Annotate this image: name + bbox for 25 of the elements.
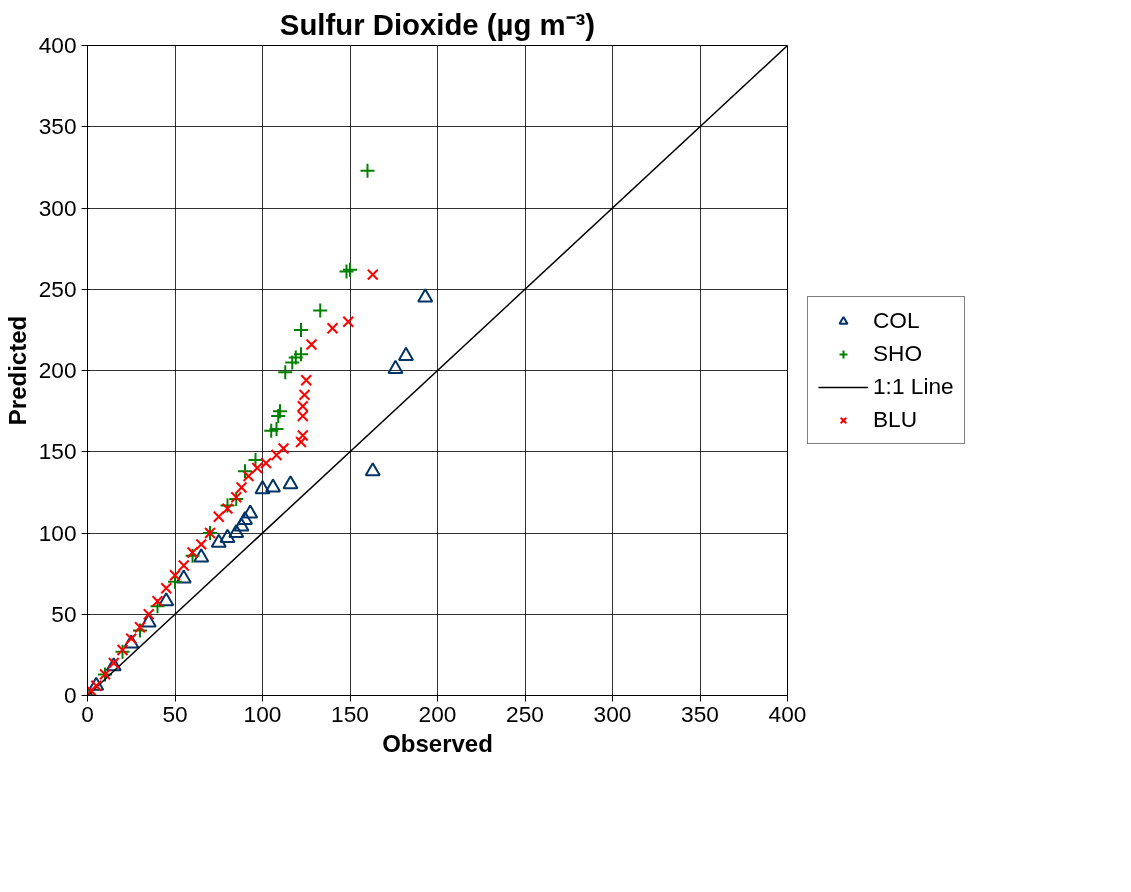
x-tick-label: 200	[418, 700, 457, 727]
legend-label: SHO	[873, 340, 923, 367]
x-tick-label: 300	[593, 700, 632, 727]
x-tick-label: 100	[243, 700, 282, 727]
legend-label: 1:1 Line	[873, 373, 954, 400]
x-tick-label: 0	[81, 700, 94, 727]
legend-label: BLU	[873, 406, 918, 433]
y-tick-label: 150	[38, 438, 77, 465]
y-tick-label: 350	[38, 113, 77, 140]
y-tick-label: 200	[38, 357, 77, 383]
chart-title: Sulfur Dioxide (µg m⁻³)	[279, 7, 596, 41]
y-tick-label: 400	[38, 32, 77, 58]
y-tick-label: 300	[38, 194, 77, 221]
x-tick-label: 350	[681, 700, 719, 727]
x-tick-label: 50	[162, 700, 188, 727]
y-axis-title: Predicted	[3, 315, 31, 426]
y-tick-label: 50	[51, 600, 77, 627]
y-tick-label: 100	[38, 519, 77, 546]
x-tick-label: 150	[331, 700, 369, 727]
x-axis-title: Observed	[382, 729, 493, 757]
x-tick-label: 400	[768, 700, 807, 727]
legend-label: COL	[873, 307, 920, 334]
x-tick-label: 250	[506, 700, 544, 727]
y-tick-label: 0	[63, 682, 77, 708]
y-tick-label: 250	[38, 275, 77, 302]
